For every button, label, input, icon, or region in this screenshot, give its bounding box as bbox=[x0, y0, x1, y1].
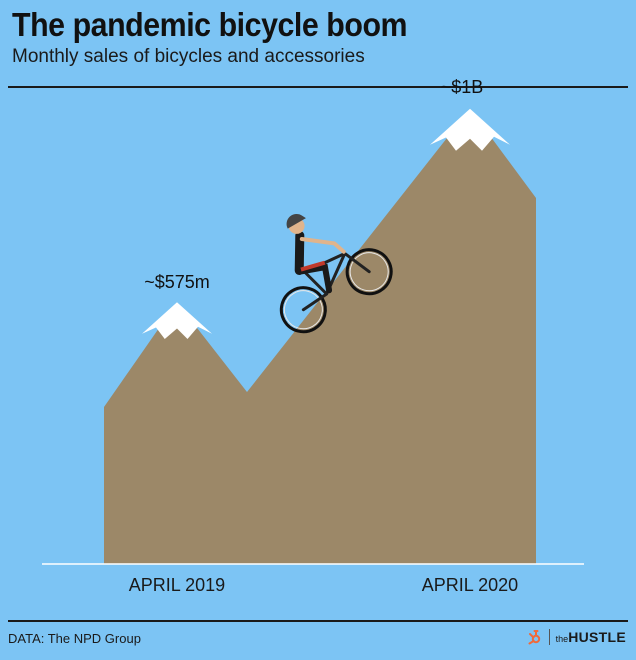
logo-separator bbox=[548, 629, 550, 645]
top-divider bbox=[8, 86, 628, 88]
hubspot-sprocket-icon bbox=[528, 630, 540, 645]
chart-subtitle: Monthly sales of bicycles and accessorie… bbox=[12, 46, 365, 67]
bottom-divider bbox=[8, 620, 628, 622]
logo-the: the bbox=[555, 634, 569, 644]
cyclist-icon bbox=[279, 214, 393, 334]
data-source: DATA: The NPD Group bbox=[8, 631, 141, 646]
value-label-2019: ~$575m bbox=[144, 272, 210, 292]
snow-cap-2020 bbox=[430, 108, 510, 151]
sales-area bbox=[104, 108, 536, 564]
value-label-2020: ~$1B bbox=[441, 77, 484, 97]
x-tick-label: APRIL 2019 bbox=[129, 575, 225, 595]
x-tick-label: APRIL 2020 bbox=[422, 575, 518, 595]
publisher-logo: theHUSTLE bbox=[527, 629, 626, 645]
snow-cap-2019 bbox=[142, 302, 212, 339]
logo-name: HUSTLE bbox=[568, 629, 626, 645]
chart-title: The pandemic bicycle boom bbox=[12, 6, 408, 43]
